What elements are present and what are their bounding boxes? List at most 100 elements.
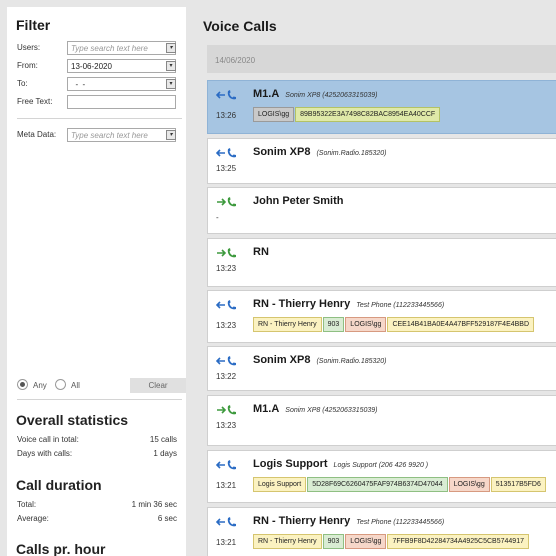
call-tag: 513517B5FD6 [490, 477, 546, 492]
duration-average-value: 6 sec [157, 514, 177, 523]
incoming-call-icon [216, 516, 238, 528]
call-row[interactable]: M1.A Sonim XP8 (4252063315039) 13:23 [207, 395, 556, 446]
from-row: From: 13-06-2020 ▾ [17, 59, 182, 73]
incoming-call-icon [216, 147, 238, 159]
call-name-text: John Peter Smith [253, 195, 344, 207]
meta-data-dropdown-icon[interactable]: ▾ [166, 130, 176, 140]
call-tag: 7FFB9F8D42284734A4925C5CB5744917 [387, 534, 529, 549]
from-date-input[interactable]: 13-06-2020 ▾ [67, 59, 176, 73]
calls-per-hour-title: Calls pr. hour [16, 541, 106, 556]
call-row[interactable]: RN - Thierry Henry Test Phone (1122334455… [207, 290, 556, 343]
meta-data-placeholder: Type search text here [71, 131, 148, 140]
call-device-info: Test Phone (112233445566) [356, 519, 445, 526]
call-name-text: Logis Support [253, 458, 328, 470]
call-tag: 5D28F69C6260475FAF974B6374D47044 [307, 477, 448, 492]
outgoing-call-icon [216, 196, 238, 208]
call-device-info: Logis Support (206 426 9920 ) [333, 462, 429, 469]
filter-title: Filter [16, 17, 51, 33]
to-row: To: - - ▾ [17, 77, 182, 91]
call-row[interactable]: RN 13:23 [207, 238, 556, 287]
call-contact-name: RN [253, 246, 269, 258]
duration-average-label: Average: [17, 514, 49, 523]
duration-total-row: Total: 1 min 36 sec [17, 500, 177, 509]
stats-divider [17, 399, 182, 400]
call-tag: RN - Thierry Henry [253, 534, 322, 549]
incoming-call-icon [216, 355, 238, 367]
call-time: 13:22 [216, 372, 237, 381]
meta-data-input[interactable]: Type search text here ▾ [67, 128, 176, 142]
call-contact-name: John Peter Smith [253, 195, 343, 207]
from-calendar-dropdown-icon[interactable]: ▾ [166, 61, 176, 71]
call-row[interactable]: Sonim XP8 (Sonim.Radio.185320) 13:25 [207, 138, 556, 184]
voice-calls-title: Voice Calls [203, 18, 277, 34]
duration-total-value: 1 min 36 sec [131, 500, 177, 509]
call-time: - [216, 213, 219, 222]
call-time: 13:21 [216, 538, 237, 547]
call-time: 13:25 [216, 164, 237, 173]
call-row[interactable]: M1.A Sonim XP8 (4252063315039) 13:26 LOGIS\… [207, 80, 556, 134]
call-name-text: Sonim XP8 [253, 354, 311, 366]
call-tag: 903 [322, 317, 345, 332]
call-time: 13:21 [216, 481, 237, 490]
all-radio[interactable] [55, 379, 66, 390]
filter-divider [17, 118, 182, 119]
call-duration-title: Call duration [16, 477, 102, 493]
all-label: All [71, 381, 80, 390]
outgoing-call-icon [216, 247, 238, 259]
call-row[interactable]: Sonim XP8 (Sonim.Radio.185320) 13:22 [207, 346, 556, 391]
from-date-value: 13-06-2020 [71, 62, 112, 71]
date-group-header: 14/06/2020 [207, 45, 556, 73]
call-tag: 89B95322E3A7498C82BAC8954EA40CCF [295, 107, 441, 122]
call-device-info: Sonim XP8 (4252063315039) [285, 92, 378, 99]
call-contact-name: RN - Thierry Henry Test Phone (1122334455… [253, 298, 444, 310]
call-contact-name: Logis Support Logis Support (206 426 9920… [253, 458, 428, 470]
call-time: 13:26 [216, 111, 237, 120]
call-tag: LOGIS\gg [448, 477, 490, 492]
call-tag: Logis Support [253, 477, 307, 492]
days-with-calls-value: 1 days [153, 449, 177, 458]
free-text-label: Free Text: [17, 97, 53, 106]
call-contact-name: M1.A Sonim XP8 (4252063315039) [253, 88, 378, 100]
call-name-text: M1.A [253, 403, 280, 415]
free-text-input[interactable] [67, 95, 176, 109]
incoming-call-icon [216, 89, 238, 101]
users-input[interactable]: Type search text here ▾ [67, 41, 176, 55]
call-device-info: (Sonim.Radio.185320) [316, 358, 387, 365]
call-name-text: Sonim XP8 [253, 146, 311, 158]
users-dropdown-icon[interactable]: ▾ [166, 43, 176, 53]
duration-average-row: Average: 6 sec [17, 514, 177, 523]
call-row[interactable]: John Peter Smith - [207, 187, 556, 234]
call-row[interactable]: Logis Support Logis Support (206 426 9920… [207, 450, 556, 503]
any-radio[interactable] [17, 379, 28, 390]
call-name-text: RN - Thierry Henry [253, 298, 351, 310]
meta-data-label: Meta Data: [17, 130, 57, 139]
call-device-info: Test Phone (112233445566) [356, 302, 445, 309]
call-tag: RN - Thierry Henry [253, 317, 322, 332]
call-contact-name: Sonim XP8 (Sonim.Radio.185320) [253, 146, 387, 158]
call-device-info: Sonim XP8 (4252063315039) [285, 407, 378, 414]
call-contact-name: M1.A Sonim XP8 (4252063315039) [253, 403, 378, 415]
voice-calls-total-label: Voice call in total: [17, 435, 79, 444]
call-time: 13:23 [216, 264, 237, 273]
match-mode-group: Any All Clear [17, 378, 186, 393]
meta-data-row: Meta Data: Type search text here ▾ [17, 128, 182, 142]
users-placeholder: Type search text here [71, 44, 148, 53]
call-row[interactable]: RN - Thierry Henry Test Phone (1122334455… [207, 507, 556, 556]
free-text-row: Free Text: [17, 95, 182, 109]
clear-button[interactable]: Clear [130, 378, 186, 393]
voice-calls-total-row: Voice call in total: 15 calls [17, 435, 177, 444]
users-label: Users: [17, 43, 41, 52]
call-tag: 903 [322, 534, 345, 549]
call-tags: Logis Support 5D28F69C6260475FAF974B6374D… [253, 477, 547, 495]
to-date-input[interactable]: - - ▾ [67, 77, 176, 91]
to-calendar-dropdown-icon[interactable]: ▾ [166, 79, 176, 89]
outgoing-call-icon [216, 404, 238, 416]
call-tag: LOGIS\gg [345, 317, 387, 332]
call-tag: LOGIS\gg [253, 107, 295, 122]
call-tags: LOGIS\gg 89B95322E3A7498C82BAC8954EA40CCF [253, 107, 441, 125]
call-tags: RN - Thierry Henry 903 LOGIS\gg 7FFB9F8D422… [253, 534, 530, 552]
days-with-calls-row: Days with calls: 1 days [17, 449, 177, 458]
days-with-calls-label: Days with calls: [17, 449, 73, 458]
call-time: 13:23 [216, 421, 237, 430]
users-row: Users: Type search text here ▾ [17, 41, 182, 55]
